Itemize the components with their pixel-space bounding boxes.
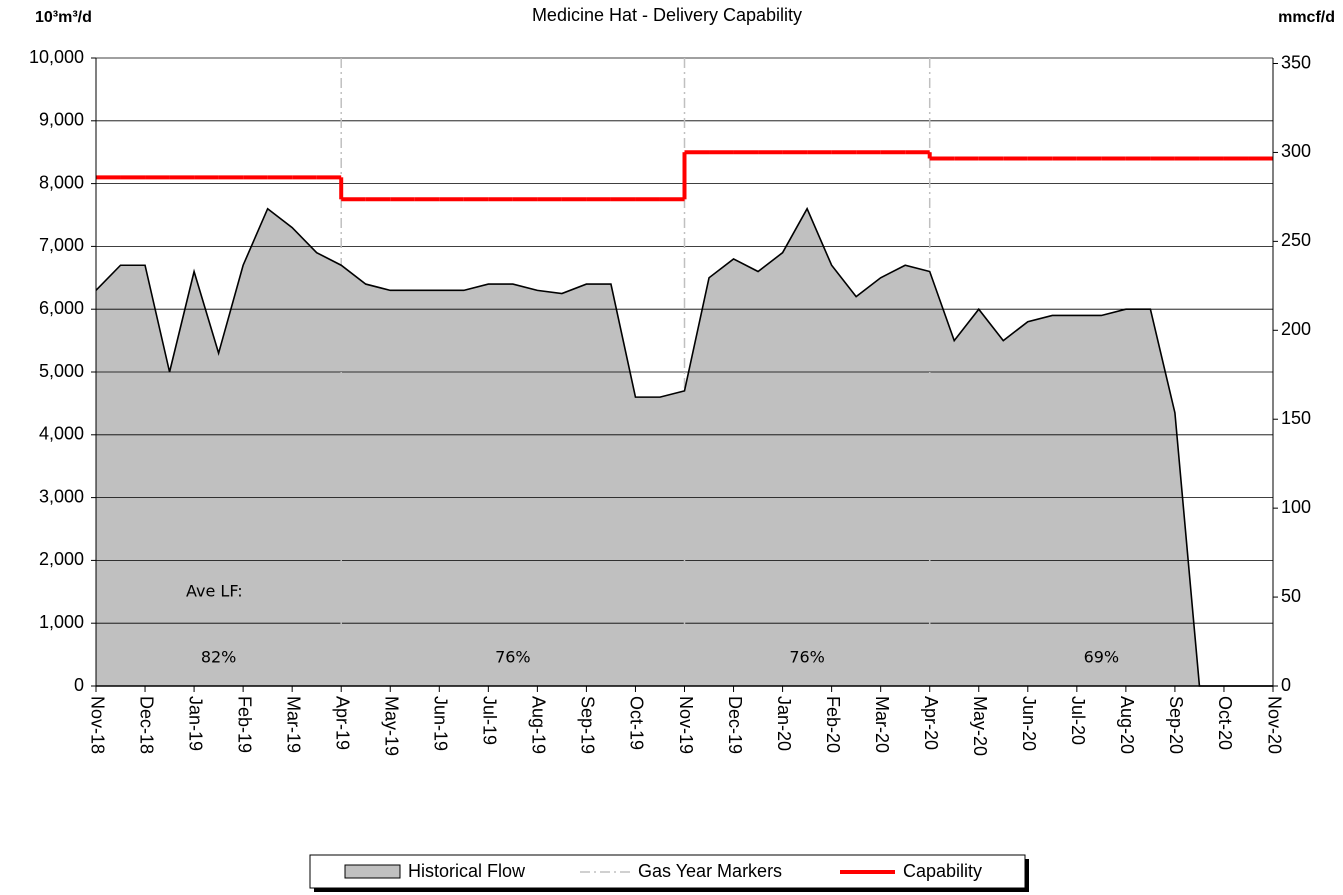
x-tick-label: Aug-19 bbox=[529, 696, 549, 754]
y2-tick-label: 0 bbox=[1281, 675, 1291, 695]
x-tick-label: Jun-20 bbox=[1019, 696, 1039, 751]
x-tick-label: Sep-20 bbox=[1166, 696, 1186, 754]
y-axis-label: 10³m³/d bbox=[35, 9, 92, 26]
x-tick-label: Dec-19 bbox=[725, 696, 745, 754]
x-tick-label: Jan-19 bbox=[185, 696, 205, 751]
y-tick-label: 6,000 bbox=[39, 298, 84, 318]
legend-label: Capability bbox=[903, 861, 982, 881]
annotation: 82% bbox=[201, 648, 237, 667]
y-tick-label: 8,000 bbox=[39, 172, 84, 192]
y-tick-label: 5,000 bbox=[39, 361, 84, 381]
x-tick-label: Aug-20 bbox=[1117, 696, 1137, 754]
annotation: Ave LF: bbox=[186, 582, 243, 601]
y2-axis-label: mmcf/d bbox=[1278, 9, 1335, 26]
y2-tick-label: 300 bbox=[1281, 141, 1311, 161]
x-tick-label: Jan-20 bbox=[774, 696, 794, 751]
y-tick-label: 3,000 bbox=[39, 486, 84, 506]
y2-tick-label: 100 bbox=[1281, 497, 1311, 517]
legend-label: Gas Year Markers bbox=[638, 861, 782, 881]
y-tick-label: 10,000 bbox=[29, 47, 84, 67]
legend-swatch bbox=[344, 864, 401, 879]
y2-tick-label: 250 bbox=[1281, 230, 1311, 250]
y-tick-label: 9,000 bbox=[39, 110, 84, 130]
y2-tick-label: 150 bbox=[1281, 408, 1311, 428]
y-tick-label: 2,000 bbox=[39, 549, 84, 569]
x-tick-label: May-19 bbox=[382, 696, 402, 756]
x-tick-label: Oct-19 bbox=[627, 696, 647, 750]
x-tick-label: Jul-19 bbox=[480, 696, 500, 745]
flow-line bbox=[95, 206, 1273, 687]
x-tick-label: Nov-20 bbox=[1264, 696, 1284, 754]
x-tick-label: Mar-20 bbox=[872, 696, 892, 753]
y2-tick-label: 350 bbox=[1281, 52, 1311, 72]
x-tick-label: Sep-19 bbox=[578, 696, 598, 754]
x-tick-label: Feb-19 bbox=[234, 696, 254, 753]
x-tick-label: Mar-19 bbox=[283, 696, 303, 753]
annotation: 76% bbox=[789, 648, 825, 667]
legend-label: Historical Flow bbox=[408, 861, 526, 881]
x-tick-label: Dec-18 bbox=[136, 696, 156, 754]
y-tick-label: 7,000 bbox=[39, 235, 84, 255]
y2-tick-label: 200 bbox=[1281, 319, 1311, 339]
y-tick-label: 4,000 bbox=[39, 424, 84, 444]
legend-box bbox=[309, 854, 1026, 889]
y-tick-label: 1,000 bbox=[39, 612, 84, 632]
x-tick-label: May-20 bbox=[970, 696, 990, 756]
annotation: 69% bbox=[1084, 648, 1120, 667]
x-tick-label: Apr-19 bbox=[332, 696, 352, 750]
x-tick-label: Nov-19 bbox=[676, 696, 696, 754]
x-tick-label: Oct-20 bbox=[1215, 696, 1235, 750]
x-tick-label: Feb-20 bbox=[823, 696, 843, 753]
chart-title: Medicine Hat - Delivery Capability bbox=[532, 5, 802, 25]
y-tick-label: 0 bbox=[74, 675, 84, 695]
x-tick-label: Jun-19 bbox=[431, 696, 451, 751]
x-tick-label: Apr-20 bbox=[921, 696, 941, 750]
x-tick-label: Nov-18 bbox=[87, 696, 107, 754]
x-tick-label: Jul-20 bbox=[1068, 696, 1088, 745]
y2-tick-label: 50 bbox=[1281, 586, 1301, 606]
annotation: 76% bbox=[495, 648, 531, 667]
